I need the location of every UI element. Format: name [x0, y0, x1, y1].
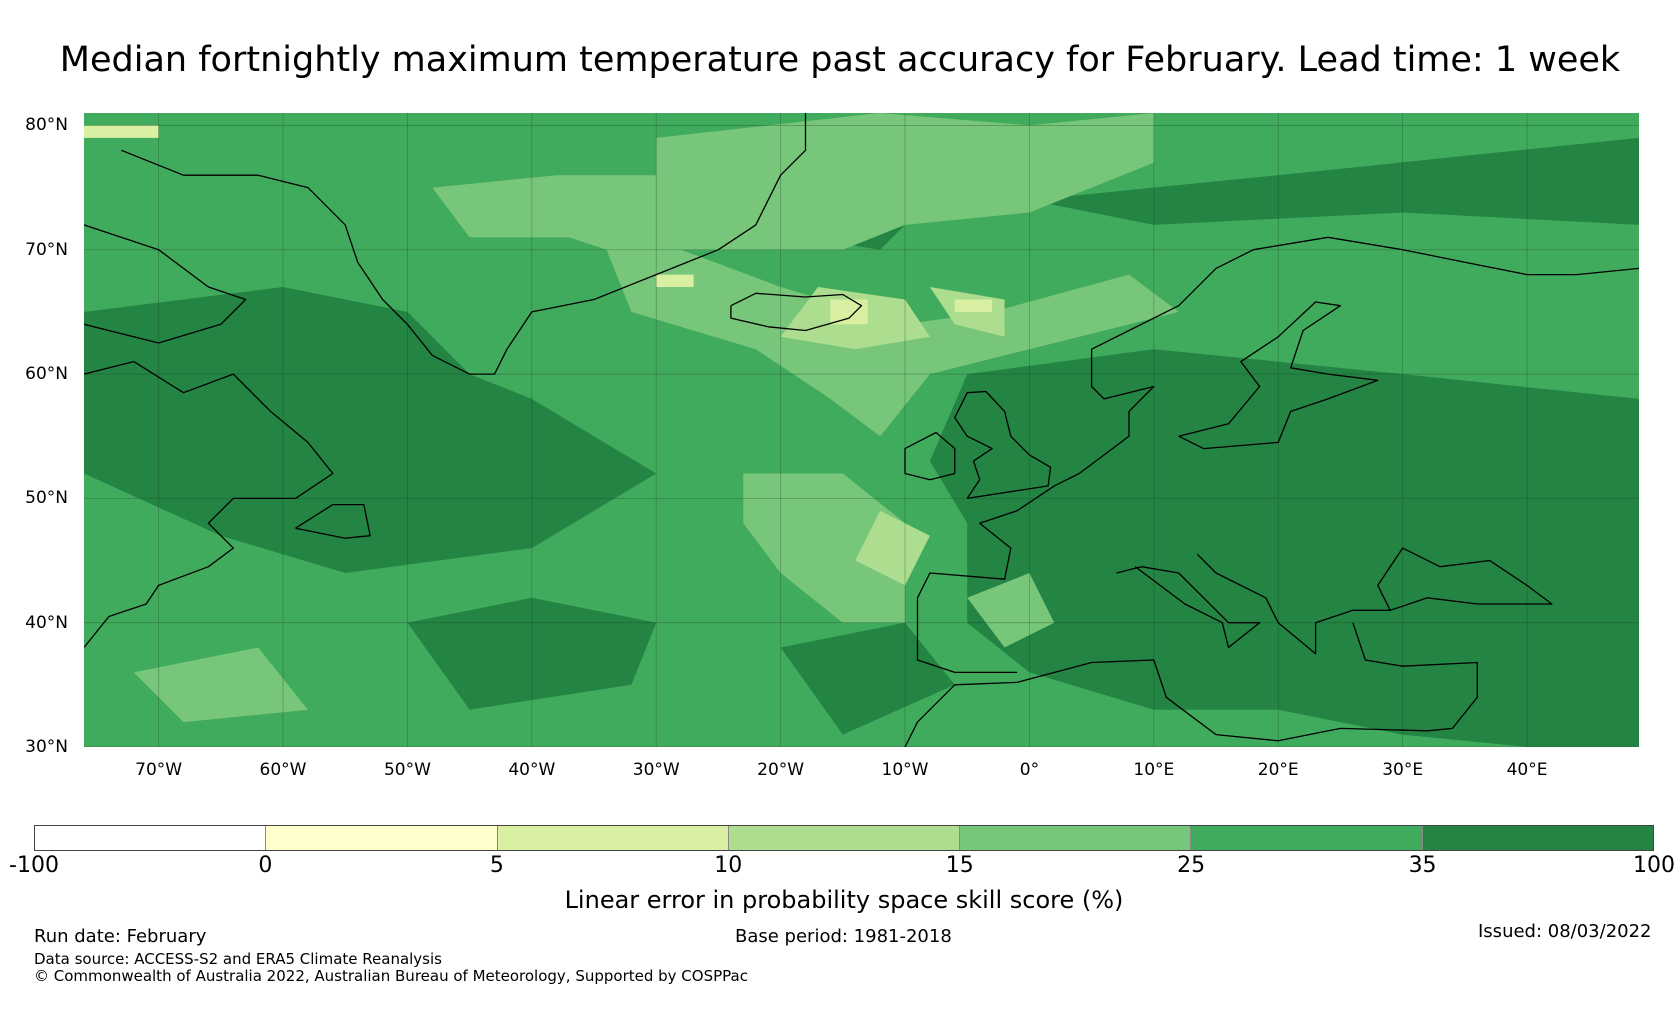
skill-region-17 [656, 274, 694, 287]
colorbar-segment-5 [1191, 826, 1423, 850]
coastline-europe [916, 236, 1639, 674]
colorbar-segment-6 [1422, 826, 1653, 850]
longitude-label: 50°W [383, 760, 431, 780]
skill-region-7 [531, 113, 1179, 437]
longitude-label: 10°E [1133, 760, 1175, 780]
coastline-turkey [1352, 622, 1478, 673]
longitude-label: 40°W [508, 760, 556, 780]
skill-region-9 [133, 647, 308, 723]
coastline-ireland [904, 431, 956, 481]
coastline-baltic [1178, 301, 1379, 450]
colorbar-segment-2 [497, 826, 729, 850]
coastline-labrador [84, 360, 334, 648]
skill-region-8 [743, 473, 905, 623]
longitude-label: 20°W [757, 760, 805, 780]
longitude-label: 40°E [1506, 760, 1548, 780]
colorbar-segment-4 [960, 826, 1192, 850]
colorbar-segment-0 [35, 826, 267, 850]
run-date: Run date: February [34, 926, 207, 947]
graticule-layer [84, 113, 1639, 747]
colorbar-tick-label: 0 [258, 853, 273, 878]
colorbar-segment-3 [728, 826, 961, 850]
skill-region-16 [84, 125, 159, 138]
colorbar-tick-label: 5 [489, 853, 504, 878]
colorbar [34, 825, 1654, 851]
latitude-label: 30°N [25, 737, 68, 757]
skill-region-0 [84, 287, 657, 573]
coastline-gb [954, 390, 1052, 500]
base-period: Base period: 1981-2018 [735, 926, 952, 947]
longitude-label: 0° [1019, 760, 1040, 780]
issued-date: Issued: 08/03/2022 [1478, 921, 1652, 942]
skill-region-1 [929, 349, 1639, 747]
map-canvas [84, 113, 1639, 747]
coastline-balkans [1196, 547, 1553, 655]
colorbar-tick-label: 10 [714, 853, 743, 878]
data-source: Data source: ACCESS-S2 and ERA5 Climate … [34, 950, 442, 968]
skill-region-10 [967, 573, 1055, 648]
skill-region-14 [830, 299, 868, 325]
latitude-label: 80°N [25, 115, 68, 136]
colorbar-segment-1 [266, 826, 498, 850]
chart-title: Median fortnightly maximum temperature p… [59, 40, 1621, 80]
longitude-label: 20°E [1257, 760, 1299, 780]
colorbar-tick-label: 100 [1633, 853, 1675, 878]
coastline-layer [84, 113, 1639, 747]
skill-map [84, 113, 1639, 747]
colorbar-tick-label: -100 [9, 853, 59, 878]
latitude-label: 60°N [25, 364, 68, 385]
colorbar-label: Linear error in probability space skill … [564, 886, 1124, 914]
coastline-iceland [730, 292, 863, 332]
colorbar-tick-label: 35 [1408, 853, 1437, 878]
coastline-greenland [121, 113, 807, 375]
latitude-label: 70°N [25, 239, 68, 260]
longitude-label: 30°E [1382, 760, 1424, 780]
coastline-africa [904, 659, 1478, 747]
skill-region-13 [855, 510, 930, 586]
skill-region-2 [1029, 137, 1639, 225]
latitude-label: 40°N [25, 612, 68, 633]
longitude-label: 60°W [259, 760, 307, 780]
coastline-newfoundland [295, 503, 371, 539]
colorbar-tick-label: 15 [945, 853, 974, 878]
longitude-label: 30°W [632, 760, 680, 780]
coastline-baffin [84, 224, 247, 344]
skill-region-5 [780, 622, 955, 735]
skill-regions-layer [84, 113, 1639, 747]
copyright-notice: © Commonwealth of Australia 2022, Austra… [34, 967, 748, 985]
longitude-label: 10°W [881, 760, 929, 780]
longitude-label: 70°W [135, 760, 183, 780]
skill-region-15 [954, 299, 993, 312]
colorbar-tick-label: 25 [1177, 853, 1206, 878]
skill-region-4 [407, 597, 657, 710]
coastline-italy [1116, 566, 1261, 649]
latitude-label: 50°N [25, 488, 68, 509]
